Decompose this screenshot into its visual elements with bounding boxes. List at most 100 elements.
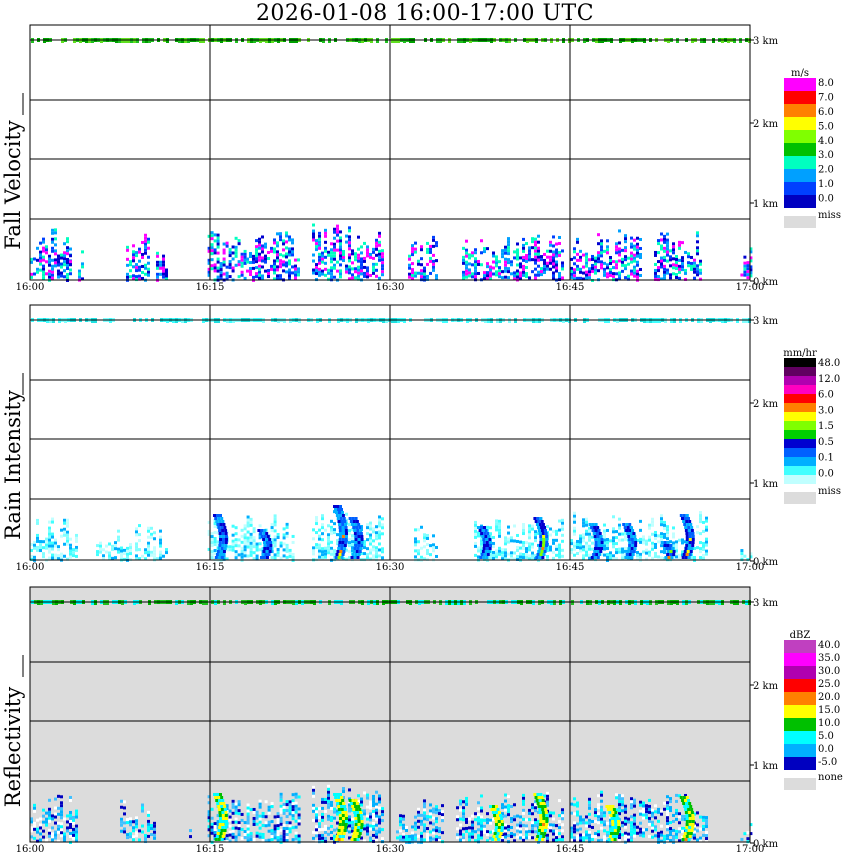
core-cell: [611, 811, 615, 814]
echo-cell: [555, 830, 558, 834]
core-cell: [218, 799, 222, 802]
echo-cell: [624, 264, 627, 268]
echo-cell: [513, 277, 516, 281]
echo-cell: [552, 811, 555, 815]
echo-cell: [189, 835, 192, 839]
echo-cell: [372, 554, 375, 558]
echo-cell: [630, 257, 633, 261]
echo-cell: [414, 555, 417, 559]
echo-cell: [678, 556, 681, 560]
core-cell: [496, 814, 500, 817]
echo-cell: [147, 553, 150, 557]
core-cell: [263, 547, 267, 550]
echo-cell: [210, 252, 214, 256]
echo-cell: [669, 827, 672, 831]
echo-cell: [75, 836, 78, 840]
echo-cell: [123, 812, 126, 816]
echo-cell: [471, 275, 474, 279]
core-cell: [344, 532, 348, 535]
core-cell: [221, 535, 225, 538]
echo-cell: [537, 543, 540, 547]
echo-cell: [144, 834, 147, 838]
echo-cell: [399, 838, 402, 842]
echo-cell: [291, 808, 295, 812]
echo-cell: [318, 537, 321, 541]
echo-cell: [375, 814, 378, 818]
echo-cell: [399, 823, 402, 827]
echo-cell: [675, 829, 678, 833]
echo-cell: [561, 264, 564, 268]
echo-cell: [33, 827, 36, 831]
echo-cell: [699, 836, 702, 840]
echo-cell: [120, 829, 123, 833]
echo-cell: [693, 261, 696, 265]
echo-cell: [378, 815, 381, 819]
echo-cell: [159, 266, 162, 270]
echo-cell: [381, 547, 384, 551]
echo-cell: [746, 276, 750, 280]
echo-cell: [459, 829, 462, 833]
echo-cell: [621, 257, 624, 261]
core-cell: [590, 526, 594, 529]
echo-cell: [417, 552, 420, 556]
echo-cell: [648, 822, 651, 826]
core-cell: [682, 553, 686, 556]
echo-cell: [57, 275, 60, 279]
echo-cell: [258, 243, 261, 247]
echo-cell: [123, 557, 126, 561]
core-cell: [681, 838, 685, 841]
echo-cell: [483, 557, 486, 561]
echo-cell: [495, 273, 498, 277]
echo-cell: [573, 277, 576, 281]
echo-cell: [528, 545, 531, 549]
legend-swatch: [784, 156, 816, 169]
core-cell: [355, 832, 359, 835]
echo-cell: [348, 544, 351, 548]
core-cell: [357, 541, 361, 544]
echo-cell: [378, 827, 381, 831]
echo-cell: [333, 254, 336, 258]
echo-cell: [600, 248, 603, 252]
echo-cell: [474, 269, 477, 273]
echo-cell: [375, 262, 378, 266]
echo-cell: [507, 540, 510, 544]
legend-missing-label: miss: [818, 486, 841, 497]
core-cell: [536, 793, 540, 796]
core-cell: [606, 808, 610, 811]
echo-cell: [636, 254, 639, 258]
legend-label: 48.0: [818, 358, 840, 369]
echo-cell: [162, 272, 165, 276]
echo-cell: [273, 556, 277, 560]
echo-cell: [435, 805, 438, 809]
core-cell: [539, 835, 543, 838]
echo-cell: [378, 530, 381, 534]
core-cell: [478, 529, 482, 532]
echo-cell: [333, 837, 336, 841]
echo-cell: [606, 263, 609, 267]
core-cell: [354, 517, 358, 520]
echo-cell: [312, 549, 315, 553]
core-cell: [337, 520, 341, 523]
echo-cell: [531, 827, 534, 831]
echo-cell: [114, 541, 117, 545]
echo-cell: [426, 533, 429, 537]
echo-cell: [210, 816, 214, 820]
echo-cell: [510, 557, 513, 561]
core-cell: [351, 799, 355, 802]
echo-cell: [642, 816, 645, 820]
echo-cell: [678, 839, 681, 843]
echo-cell: [465, 269, 468, 273]
echo-cell: [312, 271, 315, 275]
core-cell: [633, 535, 637, 538]
core-cell: [221, 544, 225, 547]
echo-cell: [336, 542, 339, 546]
echo-cell: [138, 268, 141, 272]
core-cell: [341, 529, 345, 532]
echo-cell: [288, 551, 292, 555]
echo-cell: [141, 554, 144, 558]
echo-cell: [432, 534, 435, 538]
echo-cell: [69, 822, 72, 826]
echo-cell: [144, 551, 147, 555]
echo-cell: [210, 532, 214, 536]
echo-cell: [276, 232, 279, 236]
